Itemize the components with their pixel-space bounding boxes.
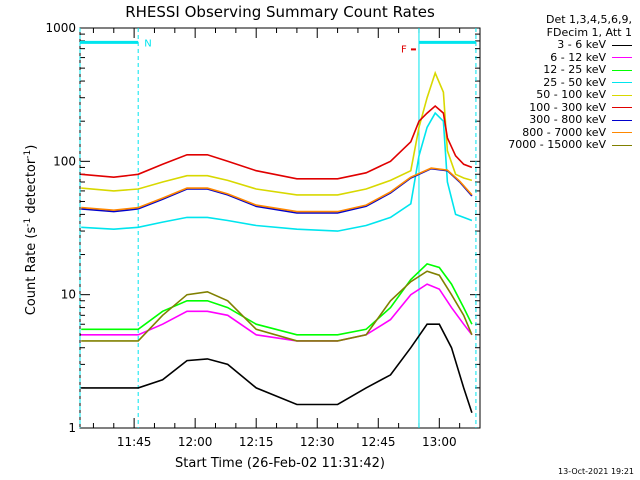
legend-entry: 800 - 7000 keV bbox=[482, 125, 632, 140]
x-tick-label: 12:15 bbox=[239, 435, 274, 449]
y-axis-label: Count Rate (s-1 detector-1) bbox=[23, 145, 39, 316]
legend-label: 100 - 300 keV bbox=[529, 100, 606, 114]
legend-header-line: FDecim 1, Att 1 bbox=[546, 25, 632, 39]
x-tick-label: 12:00 bbox=[178, 435, 213, 449]
y-tick-label: 1 bbox=[68, 421, 76, 435]
chart-plot: RHESSI Observing Summary Count Rates 11:… bbox=[23, 3, 481, 471]
flag-label: N bbox=[144, 38, 151, 49]
legend-swatch bbox=[612, 82, 632, 84]
legend-swatch bbox=[612, 107, 632, 109]
timestamp: 13-Oct-2021 19:21 bbox=[558, 467, 634, 476]
legend-entry: 3 - 6 keV bbox=[482, 38, 632, 52]
series-line bbox=[81, 104, 473, 180]
legend-swatch bbox=[612, 69, 632, 71]
y-tick-label: 100 bbox=[53, 154, 76, 168]
legend: Det 1,3,4,5,6,9, FDecim 1, Att 1 3 - 6 k… bbox=[482, 13, 632, 152]
series-line bbox=[81, 323, 473, 414]
flag-label: F bbox=[401, 44, 407, 55]
legend-entry: 300 - 800 keV bbox=[482, 113, 632, 127]
legend-entry: 25 - 50 keV bbox=[482, 75, 632, 90]
legend-swatch bbox=[612, 57, 632, 59]
x-tick-label: 13:00 bbox=[422, 435, 457, 449]
legend-swatch bbox=[612, 119, 632, 121]
series-line bbox=[81, 270, 473, 342]
legend-label: 800 - 7000 keV bbox=[522, 125, 606, 139]
series-line bbox=[81, 167, 473, 213]
chart-title: RHESSI Observing Summary Count Rates bbox=[125, 3, 435, 21]
legend-label: 7000 - 15000 keV bbox=[508, 138, 606, 151]
legend-header-line: Det 1,3,4,5,6,9, bbox=[545, 13, 632, 26]
legend-entry: 50 - 100 keV bbox=[482, 88, 632, 102]
legend-entry: 100 - 300 keV bbox=[482, 100, 632, 115]
legend-label: 12 - 25 keV bbox=[543, 63, 606, 76]
legend-entry: 6 - 12 keV bbox=[482, 50, 632, 65]
y-tick-label: 1000 bbox=[45, 21, 76, 35]
legend-label: 25 - 50 keV bbox=[543, 75, 606, 89]
series-line bbox=[81, 283, 473, 342]
legend-label: 50 - 100 keV bbox=[536, 88, 606, 101]
legend-label: 6 - 12 keV bbox=[550, 50, 606, 64]
legend-label: 300 - 800 keV bbox=[529, 113, 606, 126]
x-axis-label: Start Time (26-Feb-02 11:31:42) bbox=[175, 456, 385, 471]
legend-entry: 7000 - 15000 keV bbox=[482, 138, 632, 152]
legend-swatch bbox=[612, 132, 632, 134]
legend-swatch bbox=[612, 44, 632, 46]
x-tick-label: 12:30 bbox=[300, 435, 335, 449]
x-tick-label: 12:45 bbox=[361, 435, 396, 449]
x-tick-label: 11:45 bbox=[117, 435, 152, 449]
legend-entry: 12 - 25 keV bbox=[482, 63, 632, 77]
legend-label: 3 - 6 keV bbox=[557, 38, 606, 51]
y-tick-label: 10 bbox=[61, 288, 76, 302]
legend-swatch bbox=[612, 94, 632, 96]
series-line bbox=[81, 263, 473, 336]
legend-swatch bbox=[612, 144, 632, 146]
series-line bbox=[81, 111, 473, 232]
